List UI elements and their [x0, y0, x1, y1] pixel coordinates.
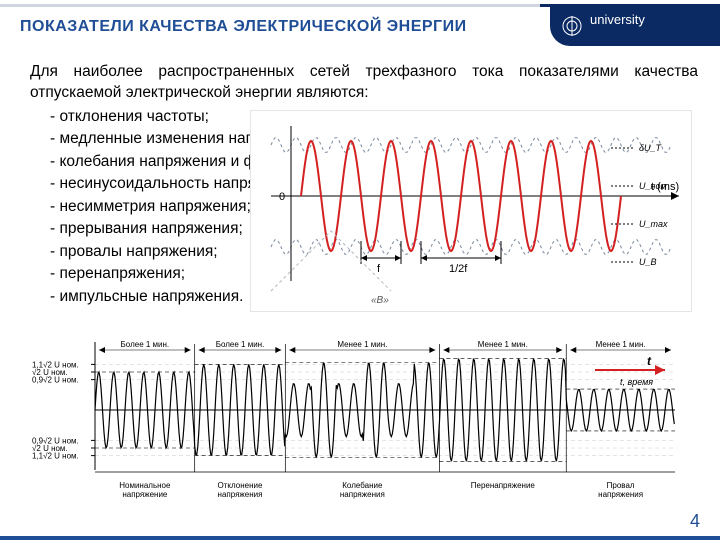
svg-text:Более 1 мин.: Более 1 мин.: [216, 340, 265, 349]
svg-text:Колебаниенапряжения: Колебаниенапряжения: [340, 481, 385, 499]
svg-text:U_B: U_B: [639, 257, 657, 267]
figure1-svg: 0t (ms)f1/2f«В»δU_TU_номU_maxU_B: [251, 111, 691, 311]
svg-text:Номинальноенапряжение: Номинальноенапряжение: [119, 481, 171, 499]
university-icon: [560, 14, 584, 38]
page-number: 4: [690, 511, 700, 532]
intro-paragraph: Для наиболее распространенных сетей трех…: [30, 62, 698, 104]
figure-sine-flicker: 0t (ms)f1/2f«В»δU_TU_номU_maxU_B: [250, 110, 692, 312]
svg-text:1,1√2 U ном.: 1,1√2 U ном.: [32, 452, 79, 461]
svg-text:Перенапряжение: Перенапряжение: [471, 481, 536, 490]
svg-text:Менее 1 мин.: Менее 1 мин.: [478, 340, 528, 349]
figure2-svg: 1,1√2 U ном.√2 U ном.0,9√2 U ном.0,9√2 U…: [30, 330, 690, 500]
figure-voltage-events: 1,1√2 U ном.√2 U ном.0,9√2 U ном.0,9√2 U…: [30, 330, 690, 500]
svg-text:1/2f: 1/2f: [449, 263, 468, 275]
badge-text: university: [590, 12, 645, 27]
svg-text:Менее 1 мин.: Менее 1 мин.: [337, 340, 387, 349]
svg-text:U_ном: U_ном: [639, 181, 667, 191]
svg-text:U_max: U_max: [639, 219, 668, 229]
header: ПОКАЗАТЕЛИ КАЧЕСТВА ЭЛЕКТРИЧЕСКОЙ ЭНЕРГИ…: [0, 0, 720, 52]
svg-text:0,9√2 U ном.: 0,9√2 U ном.: [32, 376, 79, 385]
page-title: ПОКАЗАТЕЛИ КАЧЕСТВА ЭЛЕКТРИЧЕСКОЙ ЭНЕРГИ…: [20, 18, 467, 36]
university-badge: university: [550, 6, 720, 46]
svg-text:Более 1 мин.: Более 1 мин.: [121, 340, 170, 349]
footer-rule: [0, 536, 720, 540]
svg-text:0: 0: [279, 191, 285, 203]
svg-text:Отклонениенапряжения: Отклонениенапряжения: [218, 481, 263, 499]
svg-text:t, время: t, время: [620, 377, 653, 387]
svg-text:Менее 1 мин.: Менее 1 мин.: [596, 340, 646, 349]
svg-text:«В»: «В»: [371, 295, 389, 306]
slide: ПОКАЗАТЕЛИ КАЧЕСТВА ЭЛЕКТРИЧЕСКОЙ ЭНЕРГИ…: [0, 0, 720, 540]
svg-text:δU_T: δU_T: [639, 143, 663, 153]
